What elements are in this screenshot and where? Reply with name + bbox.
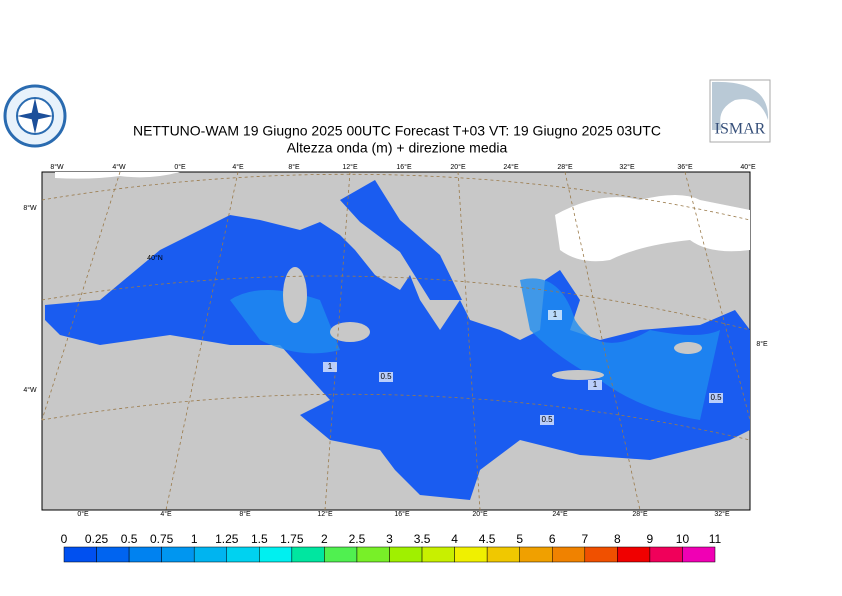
- graticule-label: 8°E: [756, 340, 768, 348]
- contour-label-bg: [323, 362, 337, 372]
- graticule-label: 24°E: [503, 163, 519, 171]
- colorbar-box: [519, 546, 553, 563]
- colorbar-label: 0: [61, 532, 68, 546]
- colorbar-label: 4: [451, 532, 458, 546]
- graticule-label: 40°N: [147, 254, 163, 262]
- colorbar-box: [389, 546, 423, 563]
- contour-label-bg: [379, 372, 393, 382]
- colorbar-label: 1.25: [215, 532, 239, 546]
- graticule-label: 8°E: [239, 510, 251, 518]
- graticule-label: 4°E: [232, 163, 244, 171]
- colorbar-box: [649, 546, 683, 563]
- graticule-label: 32°E: [714, 510, 730, 518]
- colorbar-label: 6: [549, 532, 556, 546]
- subtitle: Altezza onda (m) + direzione media: [287, 140, 508, 156]
- colorbar-label: 0.75: [150, 532, 174, 546]
- graticule-label: 4°W: [112, 163, 126, 171]
- colorbar-box: [226, 546, 260, 563]
- colorbar-box: [324, 546, 358, 563]
- graticule-label: 12°E: [342, 163, 358, 171]
- graticule-label: 36°E: [677, 163, 693, 171]
- graticule-label: 4°W: [23, 386, 37, 394]
- contour-label-bg: [540, 415, 554, 425]
- graticule-label: 32°E: [619, 163, 635, 171]
- contour-label: 0.5: [541, 415, 553, 424]
- contour-label: 1: [553, 310, 558, 319]
- graticule-label: 16°E: [394, 510, 410, 518]
- graticule-label: 20°E: [450, 163, 466, 171]
- colorbar-box: [486, 546, 520, 563]
- colorbar-label: 3.5: [414, 532, 431, 546]
- colorbar-label: 4.5: [479, 532, 496, 546]
- graticule-label: 40°E: [740, 163, 756, 171]
- map: [41, 171, 751, 511]
- colorbar-label: 2: [321, 532, 328, 546]
- colorbar-label: 2.5: [349, 532, 366, 546]
- graticule-label: 8°W: [50, 163, 64, 171]
- colorbar-box: [356, 546, 390, 563]
- logo-text: ISMAR: [715, 121, 766, 138]
- contour-label: 1: [328, 362, 333, 371]
- colorbar-label: 3: [386, 532, 393, 546]
- colorbar-box: [584, 546, 618, 563]
- graticule-label: 16°E: [396, 163, 412, 171]
- colorbar-label: 8: [614, 532, 621, 546]
- colorbar-box: [193, 546, 227, 563]
- contour-label: 0.5: [710, 393, 722, 402]
- contour-label: 1: [593, 380, 598, 389]
- graticule-label: 4°E: [160, 510, 172, 518]
- colorbar-box: [421, 546, 455, 563]
- contour-label: 0.5: [380, 372, 392, 381]
- colorbar-label: 0.25: [85, 532, 109, 546]
- colorbar-box: [552, 546, 586, 563]
- colorbar-box: [259, 546, 293, 563]
- colorbar-box: [454, 546, 488, 563]
- graticule-label: 0°E: [77, 510, 89, 518]
- graticule-label: 0°E: [174, 163, 186, 171]
- graticule-label: 28°E: [557, 163, 573, 171]
- ismar-logo: ISMAR: [709, 79, 771, 143]
- colorbar-box: [96, 546, 130, 563]
- colorbar-label: 5: [516, 532, 523, 546]
- graticule-label: 28°E: [632, 510, 648, 518]
- colorbar-box: [63, 546, 97, 563]
- graticule-label: 12°E: [317, 510, 333, 518]
- colorbar-box: [161, 546, 195, 563]
- colorbar-label: 1: [191, 532, 198, 546]
- colorbar-label: 1.5: [251, 532, 268, 546]
- contour-label-bg: [709, 393, 723, 403]
- graticule-label: 8°E: [288, 163, 300, 171]
- contour-label-bg: [548, 310, 562, 320]
- graticule-label: 20°E: [472, 510, 488, 518]
- title: NETTUNO-WAM 19 Giugno 2025 00UTC Forecas…: [133, 123, 661, 139]
- left-logo: [3, 84, 67, 148]
- graticule-label: 24°E: [552, 510, 568, 518]
- colorbar-box: [617, 546, 651, 563]
- contour-label-bg: [588, 380, 602, 390]
- colorbar-label: 11: [709, 532, 722, 546]
- colorbar-label: 0.5: [121, 532, 138, 546]
- colorbar-box: [682, 546, 716, 563]
- colorbar-label: 1.75: [280, 532, 304, 546]
- graticule-label: 8°W: [23, 204, 37, 212]
- colorbar-box: [291, 546, 325, 563]
- colorbar-label: 7: [581, 532, 588, 546]
- colorbar-label: 10: [676, 532, 690, 546]
- colorbar-box: [128, 546, 162, 563]
- colorbar-label: 9: [647, 532, 654, 546]
